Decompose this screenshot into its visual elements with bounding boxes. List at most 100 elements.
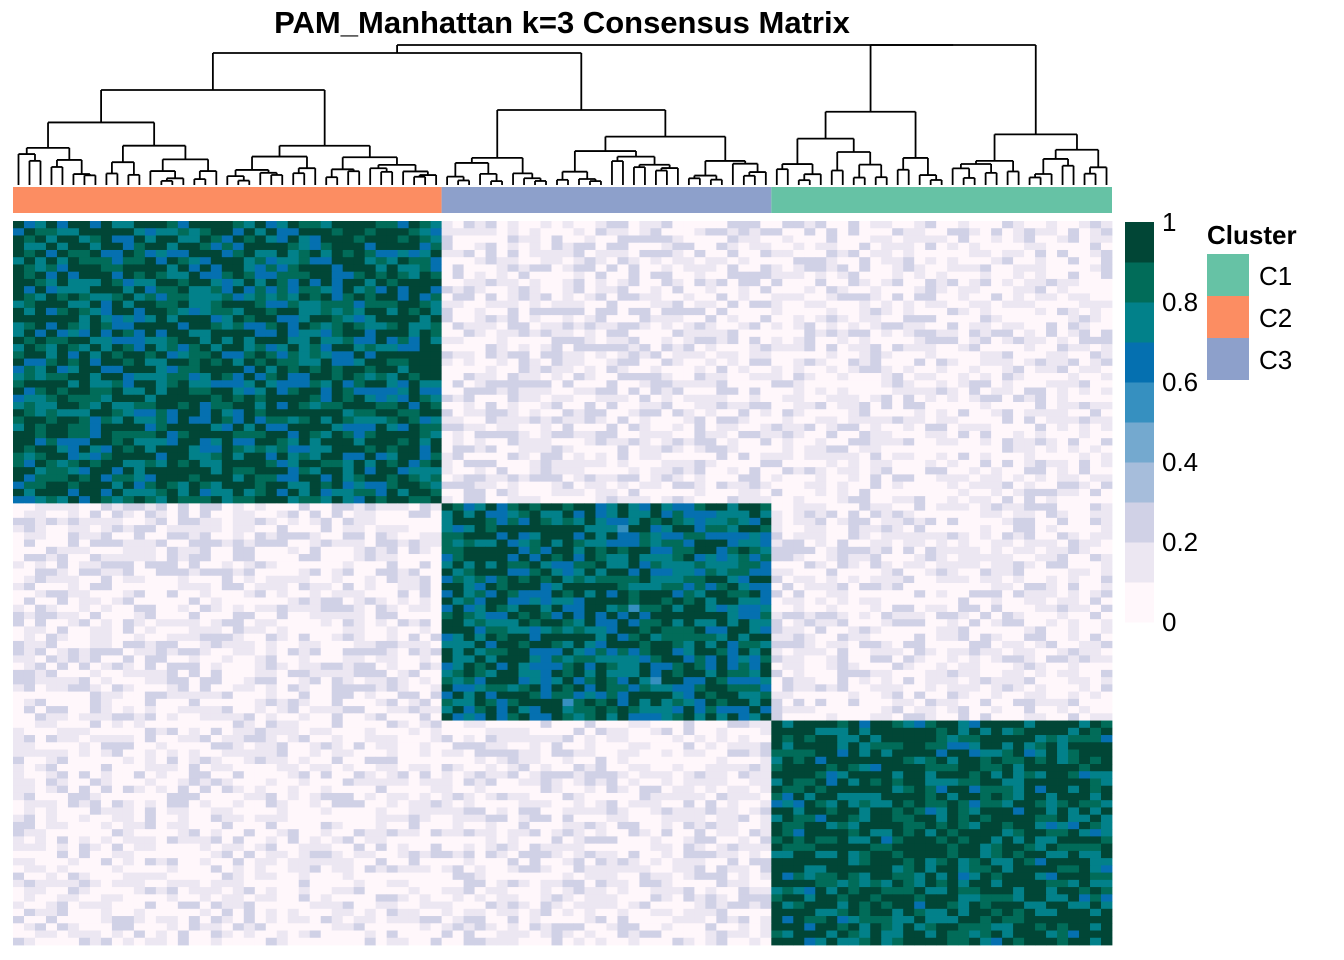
heatmap-cell bbox=[34, 307, 47, 316]
heatmap-cell bbox=[1035, 322, 1047, 330]
heatmap-cell bbox=[89, 242, 102, 251]
heatmap-cell bbox=[419, 430, 432, 439]
heatmap-cell bbox=[34, 467, 47, 475]
heatmap-cell bbox=[551, 554, 563, 562]
heatmap-cell bbox=[936, 387, 948, 396]
heatmap-cell bbox=[320, 452, 333, 461]
heatmap-cell bbox=[617, 467, 629, 475]
heatmap-cell bbox=[749, 525, 761, 533]
heatmap-cell bbox=[606, 445, 618, 454]
heatmap-cell bbox=[199, 249, 212, 258]
heatmap-cell bbox=[727, 242, 739, 251]
heatmap-cell bbox=[1046, 423, 1058, 432]
heatmap-cell bbox=[496, 336, 508, 345]
heatmap-cell bbox=[287, 554, 300, 562]
heatmap-cell bbox=[309, 503, 322, 511]
heatmap-cell bbox=[826, 459, 838, 468]
heatmap-cell bbox=[628, 409, 640, 417]
heatmap-cell bbox=[782, 242, 794, 251]
heatmap-cell bbox=[1024, 409, 1036, 417]
heatmap-cell bbox=[243, 249, 256, 258]
heatmap-cell bbox=[221, 271, 234, 280]
heatmap-cell bbox=[331, 459, 344, 468]
heatmap-cell bbox=[639, 387, 651, 396]
heatmap-cell bbox=[419, 271, 432, 280]
heatmap-cell bbox=[13, 402, 25, 410]
heatmap-cell bbox=[815, 416, 827, 425]
heatmap-cell bbox=[320, 517, 333, 526]
heatmap-cell bbox=[309, 409, 322, 417]
heatmap-cell bbox=[331, 539, 344, 548]
heatmap-cell bbox=[67, 221, 80, 229]
heatmap-cell bbox=[13, 416, 25, 425]
heatmap-cell bbox=[760, 257, 772, 265]
heatmap-cell bbox=[254, 329, 267, 338]
heatmap-cell bbox=[573, 459, 585, 468]
heatmap-cell bbox=[320, 271, 333, 280]
heatmap-cell bbox=[991, 329, 1003, 338]
heatmap-cell bbox=[199, 402, 212, 410]
heatmap-cell bbox=[617, 322, 629, 330]
heatmap-cell bbox=[144, 373, 157, 381]
heatmap-cell bbox=[287, 242, 300, 251]
heatmap-cell bbox=[221, 329, 234, 338]
heatmap-cell bbox=[166, 467, 179, 475]
heatmap-cell bbox=[540, 452, 552, 461]
heatmap-cell bbox=[177, 336, 190, 345]
heatmap-cell bbox=[639, 416, 651, 425]
heatmap-cell bbox=[826, 409, 838, 417]
heatmap-cell bbox=[595, 271, 607, 280]
heatmap-cell bbox=[320, 496, 333, 504]
heatmap-cell bbox=[573, 546, 585, 555]
heatmap-cell bbox=[958, 264, 970, 273]
heatmap-cell bbox=[342, 423, 355, 432]
heatmap-cell bbox=[958, 307, 970, 316]
heatmap-cell bbox=[716, 249, 728, 258]
heatmap-cell bbox=[1068, 344, 1080, 352]
heatmap-cell bbox=[111, 423, 124, 432]
heatmap-cell bbox=[1057, 532, 1069, 540]
heatmap-cell bbox=[551, 242, 563, 251]
heatmap-cell bbox=[34, 438, 47, 446]
heatmap-cell bbox=[848, 242, 860, 251]
heatmap-cell bbox=[298, 402, 311, 410]
heatmap-cell bbox=[177, 554, 190, 562]
heatmap-cell bbox=[540, 438, 552, 446]
heatmap-cell bbox=[837, 445, 849, 454]
heatmap-cell bbox=[1090, 336, 1102, 345]
heatmap-cell bbox=[628, 402, 640, 410]
heatmap-cell bbox=[89, 380, 102, 388]
heatmap-cell bbox=[89, 467, 102, 475]
heatmap-cell bbox=[980, 510, 992, 519]
heatmap-cell bbox=[507, 387, 519, 396]
heatmap-cell bbox=[793, 249, 805, 258]
heatmap-cell bbox=[485, 344, 497, 352]
heatmap-cell bbox=[397, 315, 410, 323]
heatmap-cell bbox=[463, 394, 475, 403]
heatmap-cell bbox=[881, 445, 893, 454]
heatmap-cell bbox=[353, 344, 366, 352]
heatmap-cell bbox=[496, 525, 508, 533]
heatmap-cell bbox=[441, 402, 453, 410]
heatmap-cell bbox=[199, 532, 212, 540]
heatmap-cell bbox=[1101, 257, 1113, 265]
heatmap-cell bbox=[23, 423, 36, 432]
heatmap-cell bbox=[639, 249, 651, 258]
heatmap-cell bbox=[276, 293, 289, 302]
heatmap-cell bbox=[13, 503, 25, 511]
heatmap-cell bbox=[903, 358, 915, 367]
heatmap-cell bbox=[1079, 387, 1091, 396]
heatmap-cell bbox=[1002, 228, 1014, 236]
heatmap-cell bbox=[309, 228, 322, 236]
heatmap-cell bbox=[56, 271, 69, 280]
heatmap-cell bbox=[122, 409, 135, 417]
heatmap-cell bbox=[1090, 452, 1102, 461]
heatmap-cell bbox=[89, 271, 102, 280]
heatmap-cell bbox=[914, 315, 926, 323]
heatmap-cell bbox=[23, 474, 36, 483]
heatmap-cell bbox=[1090, 416, 1102, 425]
heatmap-cell bbox=[287, 539, 300, 548]
heatmap-cell bbox=[67, 517, 80, 526]
heatmap-cell bbox=[210, 554, 223, 562]
heatmap-cell bbox=[507, 242, 519, 251]
